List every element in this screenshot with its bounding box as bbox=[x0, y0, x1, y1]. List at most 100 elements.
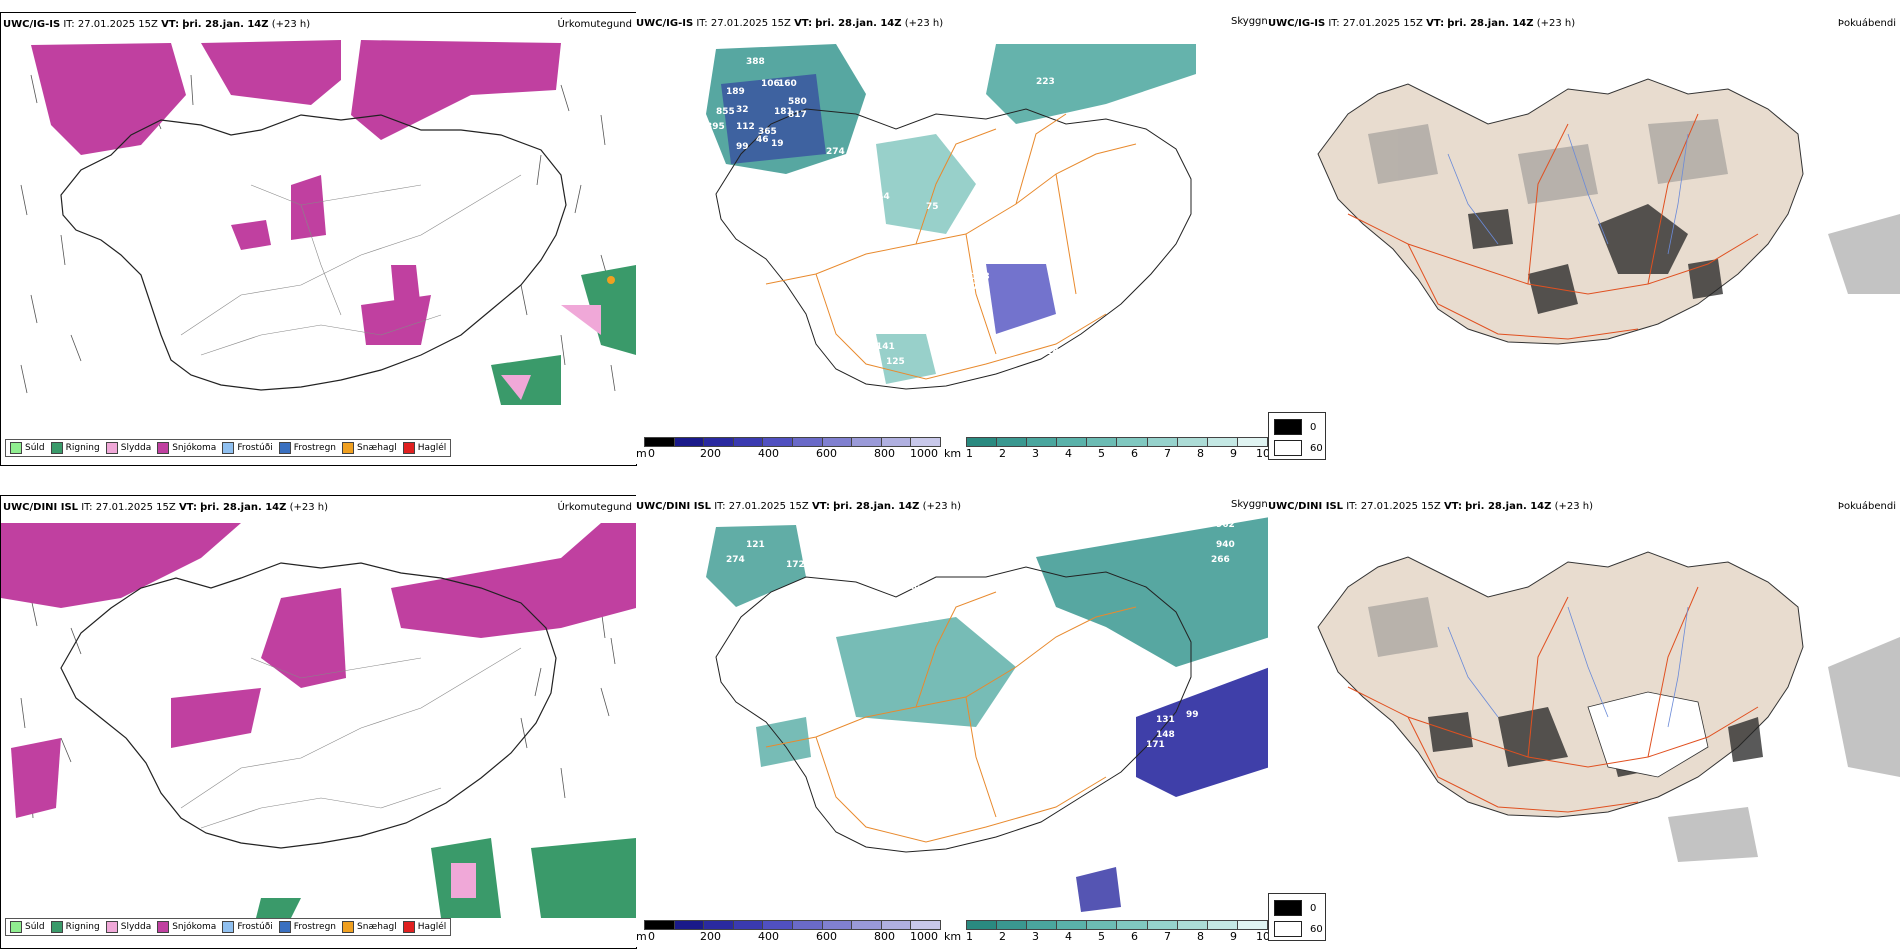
height-tick: 800 bbox=[874, 930, 895, 943]
legend-item-snow-pellets: Snæhagl bbox=[342, 921, 397, 933]
visibility-height-label: 940 bbox=[1216, 540, 1235, 550]
visibility-panel-top: UWC/IG-IS IT: 27.01.2025 15Z VT: þri. 28… bbox=[636, 12, 1270, 464]
legend-label: Súld bbox=[25, 922, 45, 932]
fog-legend-row: 0 bbox=[1274, 419, 1316, 435]
visibility-tick: 10 bbox=[1256, 930, 1270, 943]
coastline bbox=[60, 562, 557, 849]
vt-label: VT: bbox=[794, 18, 813, 29]
fog-legend-row: 60 bbox=[1274, 921, 1323, 937]
legend-label: Frostúði bbox=[237, 443, 273, 453]
fog-legend-row: 0 bbox=[1274, 900, 1316, 916]
panel-header: UWC/IG-IS IT: 27.01.2025 15Z VT: þri. 28… bbox=[636, 18, 943, 29]
visibility-height-label: 148 bbox=[1156, 730, 1175, 740]
vt-value: þri. 28.jan. 14Z bbox=[1447, 18, 1534, 29]
colorbar-cell bbox=[792, 438, 823, 446]
it-label: IT: bbox=[696, 18, 708, 29]
roads bbox=[1347, 113, 1759, 340]
legend-swatch bbox=[402, 442, 415, 454]
height-tick: 200 bbox=[700, 447, 721, 460]
it-value: 27.01.2025 15Z bbox=[728, 501, 809, 512]
fog-legend-label: 60 bbox=[1310, 923, 1323, 935]
height-unit: m bbox=[636, 930, 647, 943]
legend-label: Frostúði bbox=[237, 922, 273, 932]
visibility-height-label: 42 bbox=[1056, 850, 1069, 860]
product-title: Þokuábendi bbox=[1837, 501, 1896, 512]
legend-item-sleet: Slydda bbox=[105, 921, 151, 933]
legend-item-rain: Rigning bbox=[50, 921, 100, 933]
colorbar-cell bbox=[1237, 921, 1267, 929]
visibility-height-label: 189 bbox=[726, 87, 745, 97]
colorbar-cell bbox=[852, 438, 882, 446]
colorbar-cell bbox=[763, 921, 793, 929]
visibility-height-label: 915 bbox=[911, 615, 930, 625]
precip-map bbox=[1, 523, 636, 918]
legend-item-freezing-rain: Frostregn bbox=[278, 442, 336, 454]
fog-legend-label: 60 bbox=[1310, 442, 1323, 454]
visibility-height-label: 274 bbox=[826, 147, 845, 157]
legend-item-sleet: Slydda bbox=[105, 442, 151, 454]
visibility-height-label: 75 bbox=[926, 202, 939, 212]
visibility-tick: 5 bbox=[1098, 447, 1105, 460]
legend-item-freezing-drizzle: Frostúði bbox=[222, 442, 273, 454]
vt-label: VT: bbox=[1443, 501, 1462, 512]
legend-swatch bbox=[278, 921, 291, 933]
height-unit: m bbox=[636, 447, 647, 460]
snow-areas bbox=[1, 523, 636, 818]
lead-time: (+23 h) bbox=[904, 18, 944, 29]
it-value: 27.01.2025 15Z bbox=[1360, 501, 1441, 512]
legend-swatch bbox=[222, 442, 235, 454]
visibility-tick: 9 bbox=[1230, 447, 1237, 460]
legend-label: Rigning bbox=[65, 922, 100, 932]
legend-item-hail: Haglél bbox=[402, 442, 446, 454]
colorbar-cell bbox=[1027, 438, 1058, 446]
visibility-unit: km bbox=[944, 930, 962, 943]
fog-legend-row: 60 bbox=[1274, 440, 1323, 456]
model-name: UWC/IG-IS bbox=[1268, 18, 1326, 29]
it-label: IT: bbox=[714, 501, 726, 512]
visibility-height-label: 160 bbox=[778, 79, 797, 89]
vt-label: VT: bbox=[811, 501, 830, 512]
visibility-tick: 4 bbox=[1065, 447, 1072, 460]
visibility-height-label: 962 bbox=[1216, 520, 1235, 530]
colorbar-cell bbox=[1177, 921, 1208, 929]
rain-areas bbox=[256, 838, 636, 918]
lead-time: (+23 h) bbox=[1554, 501, 1594, 512]
vt-value: þri. 28.jan. 14Z bbox=[200, 502, 287, 513]
visibility-height-label: 106 bbox=[761, 79, 780, 89]
visibility-height-label: 266 bbox=[1211, 555, 1230, 565]
visibility-height-label: 141 bbox=[876, 342, 895, 352]
visibility-height-label: 11 bbox=[1136, 312, 1149, 322]
visibility-height-label: 171 bbox=[1146, 740, 1165, 750]
rivers bbox=[1447, 133, 1689, 255]
vt-label: VT: bbox=[1426, 18, 1445, 29]
visibility-height-label: 18 bbox=[1046, 347, 1059, 357]
colorbar-cell bbox=[911, 921, 940, 929]
roads bbox=[1347, 586, 1759, 813]
lead-time: (+23 h) bbox=[271, 19, 311, 30]
model-name: UWC/DINI ISL bbox=[1268, 501, 1344, 512]
fog-map bbox=[1317, 551, 1900, 862]
model-name: UWC/DINI ISL bbox=[636, 501, 712, 512]
colorbar-cell bbox=[1117, 921, 1148, 929]
visibility-tick: 6 bbox=[1131, 930, 1138, 943]
height-colorbar-scale bbox=[644, 920, 941, 930]
it-label: IT: bbox=[63, 19, 75, 30]
height-tick: 800 bbox=[874, 447, 895, 460]
visibility-tick: 1 bbox=[966, 447, 973, 460]
roads bbox=[765, 113, 1137, 380]
visibility-height-label: 99 bbox=[736, 142, 749, 152]
rivers bbox=[1447, 606, 1689, 728]
visibility-height-label: 118 bbox=[776, 610, 795, 620]
visibility-height-label: 580 bbox=[788, 97, 807, 107]
panel-header: UWC/DINI ISL IT: 27.01.2025 15Z VT: þri.… bbox=[636, 501, 961, 512]
visibility-colorbar-scale bbox=[966, 920, 1268, 930]
product-title: Þokuábendi bbox=[1837, 18, 1896, 29]
visibility-colorbar: km 1 2 3 4 5 6 7 8 9 10 bbox=[944, 920, 1270, 947]
land-shading bbox=[1317, 551, 1804, 818]
visibility-tick: 10 bbox=[1256, 447, 1270, 460]
visibility-height-label: 18 bbox=[776, 177, 789, 187]
colorbar-cell bbox=[645, 921, 675, 929]
fog-legend-label: 0 bbox=[1310, 421, 1317, 433]
